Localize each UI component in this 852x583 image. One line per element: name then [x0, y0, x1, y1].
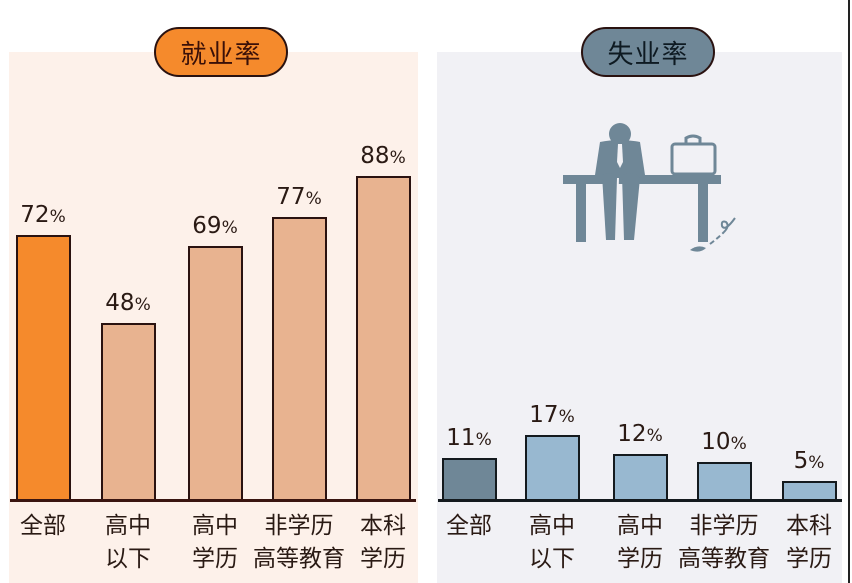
percent-sign: % [134, 295, 151, 315]
value-number: 88 [360, 143, 390, 169]
employment-axis-baseline [10, 499, 416, 502]
unemployment-value-label: 17% [507, 402, 597, 428]
percent-sign: % [49, 207, 66, 227]
employment-value-label: 72% [0, 202, 88, 228]
value-number: 69 [192, 213, 222, 239]
unemployment-bar [697, 462, 752, 500]
unemployment-bar [613, 454, 668, 500]
value-number: 17 [529, 402, 559, 428]
percent-sign: % [808, 453, 825, 473]
unemployment-bar [525, 435, 580, 500]
employment-rate-title: 就业率 [154, 27, 288, 77]
employment-category-label: 全部 [20, 513, 66, 539]
value-number: 77 [276, 184, 306, 210]
employment-bar [188, 246, 243, 500]
employment-value-label: 88% [338, 143, 428, 169]
employment-category-label: 本科 学历 [360, 513, 406, 572]
unemployment-value-label: 11% [424, 425, 514, 451]
employment-bar [101, 323, 156, 500]
unemployment-category-label: 高中 学历 [617, 513, 663, 572]
value-number: 12 [617, 421, 647, 447]
unemployment-bar [442, 458, 497, 500]
unemployed-person-bench-icon [563, 123, 736, 252]
right-edge-divider [848, 0, 850, 583]
value-number: 11 [446, 425, 476, 451]
unemployment-bar [782, 481, 837, 500]
employment-value-label: 77% [254, 184, 344, 210]
employment-bar [16, 235, 71, 500]
unemployment-value-label: 5% [764, 448, 852, 474]
employment-category-label: 高中 学历 [192, 513, 238, 572]
employment-bar [272, 217, 327, 500]
value-number: 72 [20, 202, 50, 228]
employment-value-label: 48% [83, 290, 173, 316]
unemployment-category-label: 全部 [446, 513, 492, 539]
unemployment-category-label: 高中 以下 [529, 513, 575, 572]
employment-category-label: 非学历 高等教育 [253, 513, 345, 572]
value-number: 48 [105, 290, 135, 316]
employment-value-label: 69% [170, 213, 260, 239]
employment-bar [356, 176, 411, 500]
employment-category-label: 高中 以下 [105, 513, 151, 572]
percent-sign: % [558, 407, 575, 427]
unemployment-category-label: 非学历 高等教育 [678, 513, 770, 572]
unemployment-rate-title: 失业率 [581, 27, 715, 77]
percent-sign: % [730, 434, 747, 454]
value-number: 10 [701, 429, 731, 455]
percent-sign: % [221, 218, 238, 238]
unemployment-category-label: 本科 学历 [786, 513, 832, 572]
unemployment-value-label: 10% [679, 429, 769, 455]
percent-sign: % [646, 426, 663, 446]
percent-sign: % [389, 148, 406, 168]
percent-sign: % [305, 189, 322, 209]
unemployment-axis-baseline [438, 499, 842, 502]
unemployment-value-label: 12% [595, 421, 685, 447]
value-number: 5 [793, 448, 809, 474]
percent-sign: % [475, 430, 492, 450]
